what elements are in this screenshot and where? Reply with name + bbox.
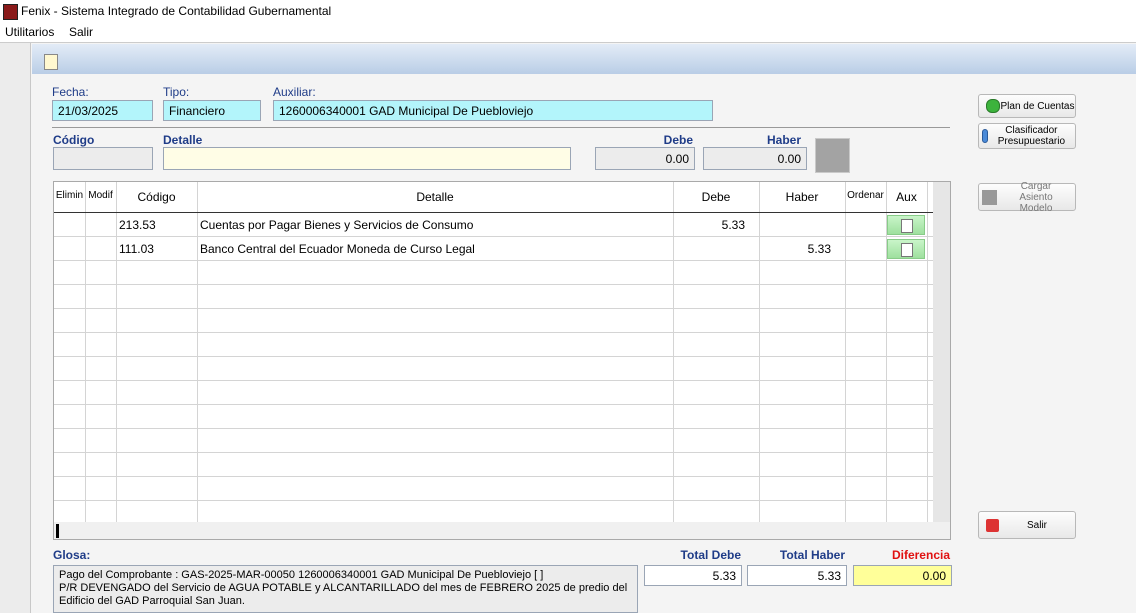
field-label: Detalle [163, 133, 203, 147]
grid: Elimin Modif Código Detalle Debe Haber Ordenar… [53, 181, 951, 540]
glosa-line: Pago del Comprobante : GAS-2025-MAR-0005… [59, 569, 544, 581]
field-label: Tipo: [163, 85, 190, 99]
glosa-line: P/R DEVENGADO del Servicio de AGUA POTAB… [59, 582, 628, 594]
grid-line [54, 308, 933, 309]
column-header: Elimin [55, 190, 84, 201]
grid-cell: Cuentas por Pagar Bienes y Servicios de … [200, 218, 474, 232]
aux-button[interactable] [887, 239, 925, 259]
grid-line [85, 182, 86, 522]
aux-button[interactable] [887, 215, 925, 235]
grid-line [54, 212, 933, 213]
tipo-input[interactable]: Financiero [163, 100, 261, 121]
grid-line [54, 380, 933, 381]
app-icon [3, 4, 18, 20]
add-button[interactable] [815, 138, 850, 173]
separator [52, 127, 950, 128]
field-label: Haber [766, 133, 801, 147]
glosa-textarea[interactable]: Pago del Comprobante : GAS-2025-MAR-0005… [53, 565, 638, 613]
grid-line [54, 428, 933, 429]
grid-line [54, 236, 933, 237]
title-bar: Fenix - Sistema Integrado de Contabilida… [0, 0, 1136, 22]
column-header: Debe [701, 190, 731, 204]
vertical-scrollbar[interactable] [933, 182, 950, 522]
column-header: Modif [88, 190, 113, 201]
grid-line [54, 404, 933, 405]
column-header: Aux [896, 190, 917, 204]
total-debe-input[interactable]: 5.33 [644, 565, 742, 586]
grid-line [54, 452, 933, 453]
grid-line [197, 182, 198, 522]
grid-line [54, 476, 933, 477]
menu-item[interactable]: Utilitarios [5, 25, 55, 39]
haber-input[interactable]: 0.00 [703, 147, 807, 170]
codigo-input[interactable] [53, 147, 153, 170]
cursor [56, 524, 59, 538]
grid-line [54, 356, 933, 357]
field-label: Fecha: [52, 85, 89, 99]
column-header: Haber [785, 190, 819, 204]
window-title: Fenix - Sistema Integrado de Contabilida… [21, 4, 332, 18]
aux-icon [901, 243, 913, 257]
grid-line [54, 260, 933, 261]
fecha-input[interactable]: 21/03/2025 [52, 100, 153, 121]
horizontal-scrollbar[interactable] [54, 522, 950, 539]
diferencia-input[interactable]: 0.00 [853, 565, 952, 586]
field-label: Código [53, 133, 95, 147]
aux-icon [901, 219, 913, 233]
total-haber-input[interactable]: 5.33 [747, 565, 847, 586]
button-label: Cargar Asiento Modelo [1019, 180, 1053, 214]
grid-line [759, 182, 760, 522]
grid-line [54, 284, 933, 285]
clasificador-button[interactable]: Clasificador Presupuestario [978, 123, 1076, 149]
field-label: Debe [663, 133, 693, 147]
grid-line [927, 182, 928, 522]
button-label: Plan de Cuentas [1000, 100, 1075, 112]
grid-cell: 111.03 [119, 242, 154, 256]
salir-button[interactable]: Salir [978, 511, 1076, 539]
menu-item[interactable]: Salir [69, 25, 94, 39]
plan-cuentas-button[interactable]: Plan de Cuentas [978, 94, 1076, 118]
glosa-line: Edificio del GAD Parroquial San Juan. [59, 595, 245, 607]
side-strip [0, 43, 31, 613]
grid-cell: 5.33 [721, 218, 745, 232]
button-label: Clasificador Presupuestario [997, 125, 1066, 147]
grid-line [886, 182, 887, 522]
debe-input[interactable]: 0.00 [595, 147, 695, 170]
toolbar-icon[interactable] [44, 54, 58, 70]
grid-line [845, 182, 846, 522]
glosa-label: Glosa: [53, 548, 91, 562]
grid-cell: 5.33 [807, 242, 831, 256]
column-header: Ordenar [847, 190, 884, 201]
column-header: Código [137, 190, 176, 204]
button-label: Salir [1026, 519, 1047, 531]
auxiliar-input[interactable]: 1260006340001 GAD Municipal De Pueblovie… [273, 100, 713, 121]
grid-cell: Banco Central del Ecuador Moneda de Curs… [200, 242, 475, 256]
cargar-asiento-button[interactable]: Cargar Asiento Modelo [978, 180, 1076, 214]
total-label: Total Haber [779, 548, 845, 562]
grid-line [116, 182, 117, 522]
field-label: Auxiliar: [273, 85, 316, 99]
grid-cell: 213.53 [119, 218, 156, 232]
total-label: Total Debe [680, 548, 741, 562]
detalle-input[interactable] [163, 147, 571, 170]
menu-bar: Utilitarios Salir [0, 22, 1136, 43]
grid-line [54, 332, 933, 333]
total-label: Diferencia [891, 548, 950, 562]
grid-line [54, 500, 933, 501]
column-header: Detalle [416, 190, 454, 204]
grid-line [673, 182, 674, 522]
toolbar [32, 44, 1136, 74]
